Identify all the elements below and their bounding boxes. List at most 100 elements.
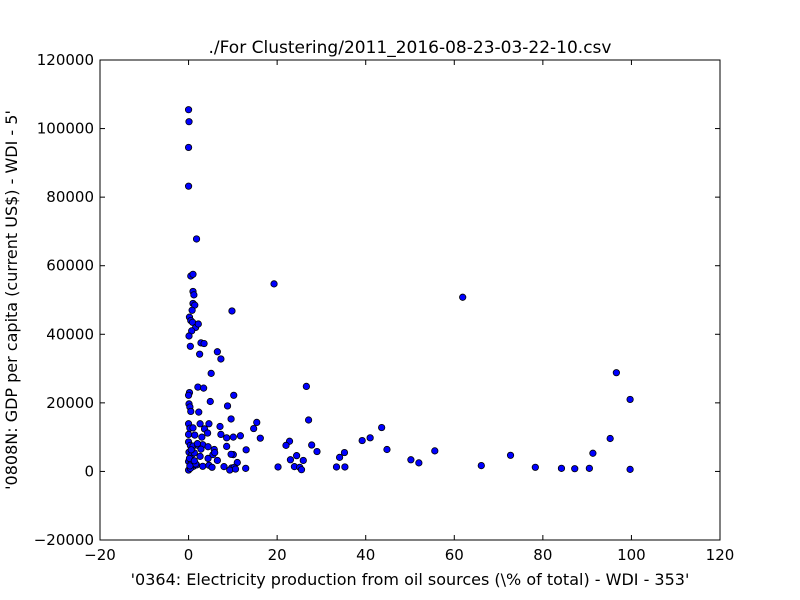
data-point (531, 463, 539, 471)
data-point (626, 465, 634, 473)
data-point (196, 420, 204, 428)
x-tick-label: 0 (184, 546, 194, 564)
data-point (236, 432, 244, 440)
data-point (242, 446, 250, 454)
data-point (204, 429, 212, 437)
data-point (358, 436, 366, 445)
data-point (293, 452, 301, 460)
data-point (216, 422, 224, 431)
data-point (304, 416, 313, 424)
x-tick-label: 20 (268, 546, 287, 564)
data-point (198, 433, 206, 441)
data-point (217, 430, 225, 438)
x-tick-label: 60 (445, 546, 464, 564)
data-point (313, 447, 321, 456)
data-point (189, 424, 197, 432)
data-point (302, 382, 310, 390)
data-point (191, 431, 199, 439)
data-point (189, 270, 197, 278)
data-point (589, 449, 597, 457)
data-point (217, 355, 225, 363)
data-point (196, 452, 204, 460)
data-point (223, 442, 231, 450)
data-point (308, 441, 316, 449)
data-point (195, 408, 203, 416)
data-point (230, 391, 238, 399)
data-point (227, 450, 235, 458)
data-point (585, 464, 593, 472)
chart-title: ./For Clustering/2011_2016-08-23-03-22-1… (209, 38, 612, 58)
data-point (378, 423, 386, 432)
data-point (286, 456, 295, 464)
data-point (204, 443, 212, 451)
data-point (340, 448, 349, 457)
y-tick-label: 0 (84, 462, 94, 480)
data-point (204, 454, 212, 462)
y-tick-label: 120000 (37, 51, 94, 69)
y-axis-label: '0808N: GDP per capita (current US$) - W… (2, 110, 21, 490)
data-point (229, 433, 237, 441)
y-tick-label: 40000 (46, 325, 94, 343)
data-point (274, 463, 282, 471)
data-point (188, 306, 196, 314)
y-tick-label: 80000 (46, 188, 94, 206)
data-point (213, 348, 221, 356)
data-point (231, 465, 240, 473)
data-point (341, 463, 349, 471)
data-point (335, 453, 344, 461)
data-point (186, 342, 194, 350)
data-point (205, 420, 213, 428)
plot-frame (99, 59, 721, 541)
data-point (256, 434, 264, 442)
data-point (190, 457, 198, 465)
data-point (477, 461, 485, 470)
y-tick-label: −20000 (34, 531, 94, 549)
data-point (228, 307, 236, 315)
data-point (366, 434, 374, 442)
data-point (557, 464, 566, 472)
data-point (207, 369, 215, 377)
data-point (192, 235, 201, 243)
y-tick-label: 100000 (37, 120, 94, 138)
x-tick-label: 40 (356, 546, 375, 564)
data-point (206, 397, 214, 406)
data-point (185, 332, 193, 340)
data-point (431, 447, 439, 455)
data-point (213, 456, 221, 465)
data-point (332, 463, 341, 471)
data-point (250, 424, 258, 433)
data-point (299, 456, 307, 465)
x-tick-label: −20 (84, 546, 116, 564)
data-point (194, 383, 202, 391)
data-point (184, 430, 193, 438)
data-point (211, 448, 219, 457)
plot-area: −20 0 20 40 60 80 100 120 −20000 0 20000 40000 60000… (34, 51, 735, 564)
x-tick-label: 100 (617, 546, 646, 564)
data-point (197, 445, 205, 453)
data-point (606, 434, 614, 443)
data-point (185, 118, 193, 126)
data-point (184, 182, 193, 190)
data-point (199, 462, 207, 470)
data-point (223, 402, 232, 410)
x-tick-label: 120 (706, 546, 735, 564)
data-point (253, 418, 261, 426)
data-point (187, 446, 195, 454)
data-point (383, 445, 391, 454)
data-point (200, 384, 208, 392)
data-point (282, 441, 290, 449)
data-point (223, 434, 231, 442)
y-tick-label: 60000 (46, 257, 94, 275)
data-point (226, 466, 234, 474)
data-point (407, 456, 415, 464)
data-point (200, 339, 208, 348)
data-point (194, 320, 202, 328)
data-point (186, 462, 194, 470)
data-point (270, 280, 278, 288)
data-point (506, 451, 515, 459)
data-point (193, 440, 202, 448)
x-axis-label: '0364: Electricity production from oil s… (131, 570, 690, 589)
data-point (242, 464, 250, 472)
